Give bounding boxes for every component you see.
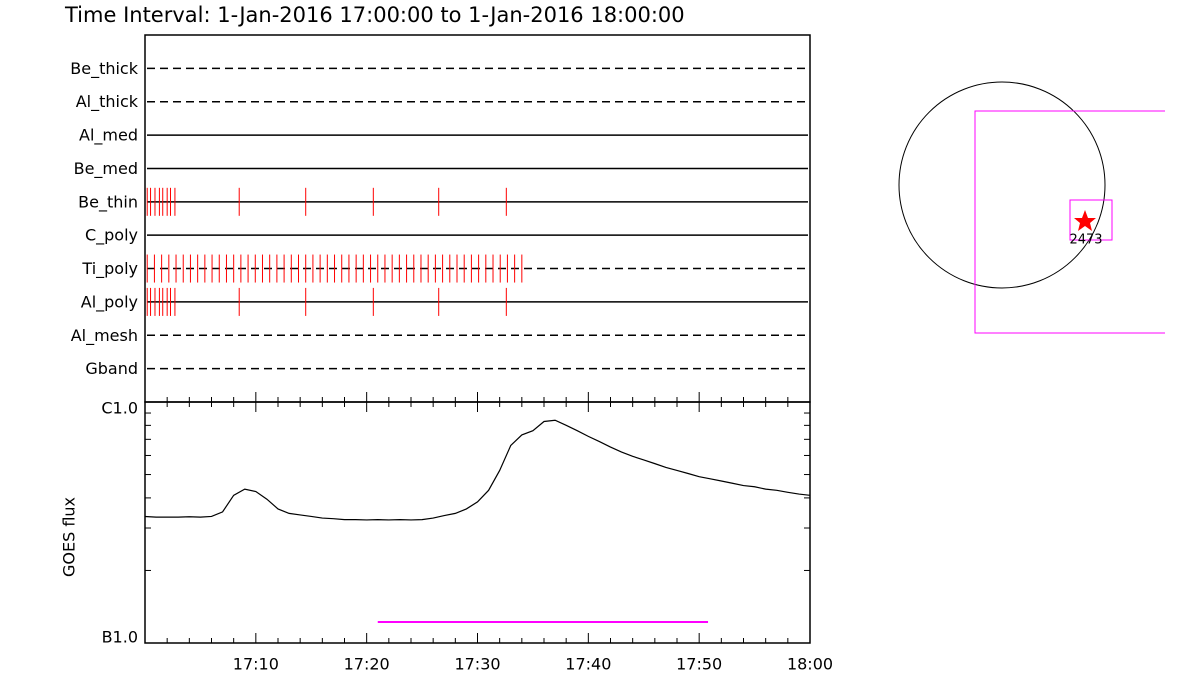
region-box bbox=[1069, 199, 1113, 241]
row-label: Al_poly bbox=[81, 292, 138, 312]
page-title: Time Interval: 1-Jan-2016 17:00:00 to 1-… bbox=[64, 3, 685, 27]
x-tick-label: 17:40 bbox=[565, 655, 611, 674]
row-label: Al_mesh bbox=[71, 326, 138, 346]
x-tick-label: 17:10 bbox=[233, 655, 279, 674]
region-star bbox=[1074, 210, 1096, 231]
x-tick-label: 18:00 bbox=[787, 655, 833, 674]
goes-line bbox=[144, 419, 811, 521]
row-label: Be_thin bbox=[78, 192, 138, 212]
row-label: Be_thick bbox=[70, 59, 138, 79]
filter-frame bbox=[144, 34, 811, 403]
fov-box bbox=[974, 110, 1165, 334]
solar-disk bbox=[898, 81, 1106, 289]
row-label: Al_thick bbox=[76, 92, 139, 112]
row-label: Be_med bbox=[74, 159, 138, 179]
row-label: C_poly bbox=[85, 226, 138, 246]
region-label: 2473 bbox=[1069, 233, 1102, 248]
y-axis-label: GOES flux bbox=[60, 497, 79, 577]
x-tick-label: 17:20 bbox=[344, 655, 390, 674]
x-tick-label: 17:30 bbox=[454, 655, 500, 674]
x-tick-label: 17:50 bbox=[676, 655, 722, 674]
y-tick-label: B1.0 bbox=[102, 628, 138, 647]
goes-frame bbox=[144, 401, 811, 644]
row-label: Al_med bbox=[79, 126, 138, 146]
row-label: Gband bbox=[85, 359, 138, 378]
y-tick-label: C1.0 bbox=[101, 399, 138, 418]
row-label: Ti_poly bbox=[81, 259, 138, 279]
